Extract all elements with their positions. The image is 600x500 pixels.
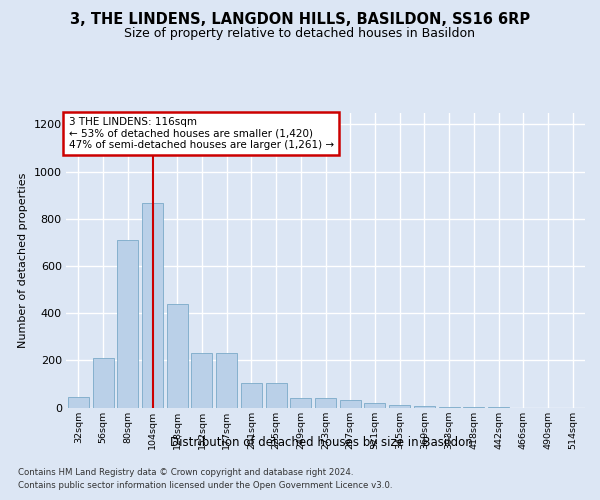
Text: 3 THE LINDENS: 116sqm
← 53% of detached houses are smaller (1,420)
47% of semi-d: 3 THE LINDENS: 116sqm ← 53% of detached … bbox=[68, 117, 334, 150]
Text: 3, THE LINDENS, LANGDON HILLS, BASILDON, SS16 6RP: 3, THE LINDENS, LANGDON HILLS, BASILDON,… bbox=[70, 12, 530, 28]
Y-axis label: Number of detached properties: Number of detached properties bbox=[18, 172, 28, 348]
Text: Size of property relative to detached houses in Basildon: Size of property relative to detached ho… bbox=[125, 28, 476, 40]
Bar bbox=[167, 304, 188, 408]
Bar bbox=[315, 398, 336, 407]
Text: Contains HM Land Registry data © Crown copyright and database right 2024.: Contains HM Land Registry data © Crown c… bbox=[18, 468, 353, 477]
Bar bbox=[191, 353, 212, 408]
Bar bbox=[142, 204, 163, 408]
Bar bbox=[241, 382, 262, 407]
Bar bbox=[290, 398, 311, 407]
Bar bbox=[266, 382, 287, 407]
Bar bbox=[92, 358, 113, 408]
Text: Contains public sector information licensed under the Open Government Licence v3: Contains public sector information licen… bbox=[18, 480, 392, 490]
Bar bbox=[68, 397, 89, 407]
Bar bbox=[117, 240, 138, 408]
Bar bbox=[414, 406, 435, 408]
Bar bbox=[364, 403, 385, 407]
Bar bbox=[216, 353, 237, 408]
Bar bbox=[340, 400, 361, 407]
Text: Distribution of detached houses by size in Basildon: Distribution of detached houses by size … bbox=[170, 436, 472, 449]
Bar bbox=[389, 405, 410, 407]
